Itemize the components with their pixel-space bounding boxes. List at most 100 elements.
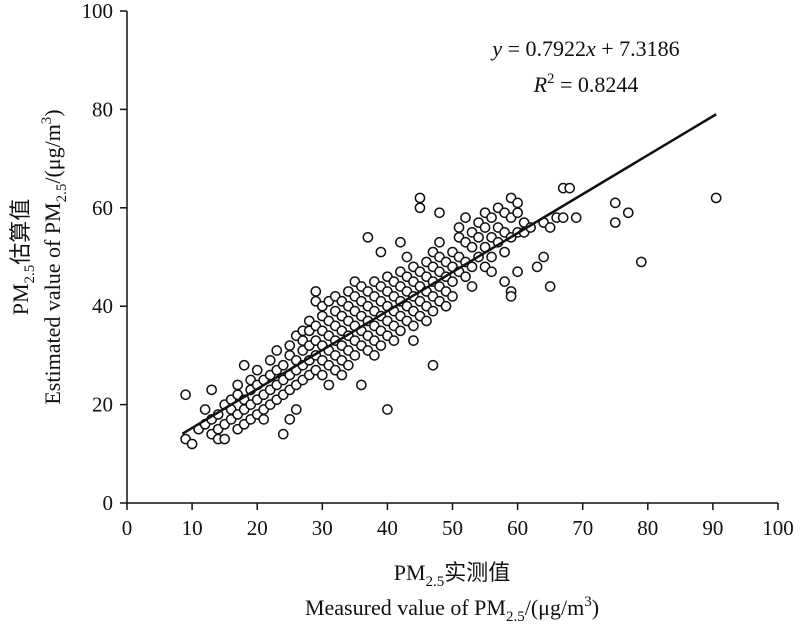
data-point <box>466 281 478 292</box>
x-tick-label: 70 <box>572 516 593 540</box>
data-point <box>277 428 289 440</box>
x-tick-label: 40 <box>377 516 398 540</box>
data-point <box>284 414 296 425</box>
data-point <box>544 281 556 292</box>
data-point <box>310 286 322 297</box>
data-point <box>388 335 400 346</box>
data-point <box>323 379 335 391</box>
y-axis-ticks: 0 20 40 60 80 100 <box>82 0 127 515</box>
x-tick-label: 80 <box>637 516 658 540</box>
data-point <box>564 182 576 194</box>
data-point <box>635 256 647 268</box>
data-point <box>421 315 432 327</box>
x-axis-title-line1: PM2.5实测值 <box>394 560 511 590</box>
data-point <box>427 305 439 317</box>
x-tick-label: 100 <box>762 516 794 540</box>
regression-line <box>181 113 717 435</box>
data-point <box>395 236 406 248</box>
data-point <box>349 350 361 361</box>
data-point <box>408 335 419 346</box>
data-point <box>447 291 458 302</box>
data-point <box>440 300 452 312</box>
x-axis-ticks: 0 10 20 30 40 50 60 70 80 90 100 <box>122 503 794 540</box>
data-point <box>219 433 230 445</box>
plot-area: 0 10 20 30 40 50 60 70 80 90 100 0 20 40 60 80 100 <box>82 0 794 540</box>
data-point <box>512 197 523 209</box>
data-point <box>251 364 263 376</box>
data-point <box>382 404 393 415</box>
x-tick-label: 20 <box>247 516 268 540</box>
data-point <box>512 207 523 219</box>
y-tick-label: 20 <box>92 393 113 417</box>
data-point <box>238 359 250 371</box>
x-tick-label: 30 <box>312 516 333 540</box>
y-tick-label: 100 <box>82 0 114 23</box>
y-tick-label: 60 <box>92 196 113 220</box>
y-tick-label: 0 <box>103 491 114 515</box>
data-point <box>544 222 556 233</box>
data-point <box>375 340 387 351</box>
data-point <box>512 266 523 278</box>
data-point <box>609 217 621 228</box>
data-point <box>710 192 722 204</box>
data-point <box>186 438 198 450</box>
data-point <box>466 261 478 273</box>
data-point <box>531 261 543 273</box>
data-point <box>453 222 465 233</box>
y-tick-label: 40 <box>92 294 113 318</box>
x-tick-label: 50 <box>442 516 463 540</box>
x-tick-label: 90 <box>702 516 723 540</box>
data-point <box>473 231 484 243</box>
data-point <box>277 359 289 371</box>
data-point <box>206 384 217 396</box>
data-point <box>356 379 367 391</box>
data-point <box>486 266 497 278</box>
data-point <box>342 359 354 371</box>
data-point <box>362 231 374 243</box>
x-tick-label: 10 <box>182 516 203 540</box>
data-point <box>316 369 328 381</box>
x-tick-label: 0 <box>122 516 133 540</box>
data-point <box>486 212 497 223</box>
data-point <box>369 350 380 361</box>
data-point <box>232 379 244 391</box>
data-point <box>199 404 211 415</box>
data-point <box>180 389 191 401</box>
data-point <box>622 207 634 219</box>
data-point <box>258 414 270 425</box>
data-point <box>570 212 582 223</box>
data-point <box>466 241 478 253</box>
data-point <box>414 192 426 204</box>
data-point <box>505 291 517 302</box>
data-point <box>434 207 445 219</box>
x-tick-label: 60 <box>507 516 528 540</box>
data-point <box>271 345 283 356</box>
data-point <box>375 246 387 258</box>
data-point <box>609 197 621 209</box>
data-point <box>486 251 497 263</box>
y-tick-label: 80 <box>92 97 113 121</box>
data-point <box>434 236 445 248</box>
data-point <box>460 212 471 223</box>
data-point <box>408 320 419 332</box>
data-points <box>180 182 722 450</box>
r-squared-annotation: R2 = 0.8244 <box>533 71 639 97</box>
data-point <box>290 404 302 415</box>
data-point <box>427 359 439 371</box>
data-point <box>336 369 348 381</box>
data-point <box>538 251 549 263</box>
y-axis-title-line1: PM2.5估算值 <box>8 199 38 316</box>
data-point <box>401 251 413 263</box>
data-point <box>414 202 426 214</box>
data-point <box>499 246 510 258</box>
data-point <box>479 222 491 233</box>
regression-equation: y = 0.7922x + 7.3186 <box>490 36 679 61</box>
y-axis-title-line2: Estimated value of PM2.5/(μg/m3) <box>39 109 70 404</box>
data-point <box>499 276 510 287</box>
x-axis-title-line2: Measured value of PM2.5/(μg/m3) <box>305 594 599 625</box>
data-point <box>264 354 276 366</box>
data-point <box>557 212 569 223</box>
data-point <box>284 340 296 351</box>
data-point <box>447 276 458 287</box>
